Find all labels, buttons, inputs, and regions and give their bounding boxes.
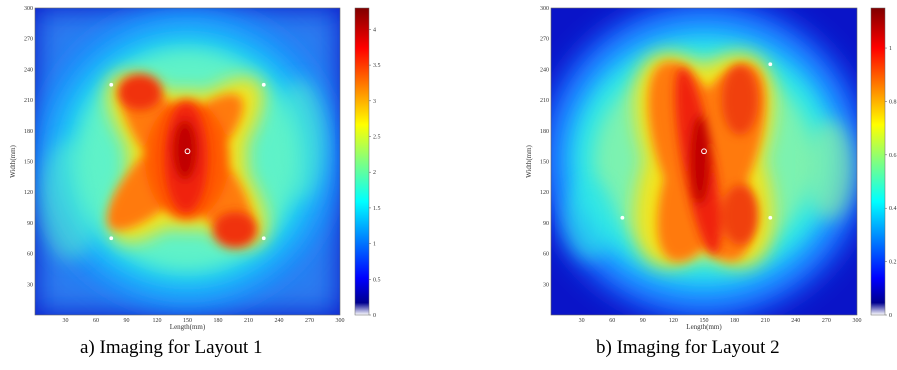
sensor-marker — [620, 215, 625, 220]
colorbar-tick-label: 3 — [373, 99, 376, 105]
x-tick-label: 60 — [93, 318, 99, 324]
sensor-marker — [109, 82, 114, 87]
colorbar-gradient — [354, 7, 370, 316]
colorbar-tick-label: 0 — [373, 313, 376, 319]
heatmap-panel-layout-1: 30 60 90 120 150 180 210 240 270 3003060901201501… — [9, 6, 381, 331]
plot-frame — [34, 7, 341, 316]
y-tick-label: 150 — [24, 160, 33, 166]
colorbar-tick-label: 0.2 — [889, 260, 897, 266]
caption-layout-1: a) Imaging for Layout 1 — [80, 337, 263, 358]
colorbar-tick-label: 2 — [373, 170, 376, 176]
y-tick-label: 90 — [543, 221, 549, 227]
x-tick-label: 60 — [609, 318, 615, 324]
caption-layout-2: b) Imaging for Layout 2 — [596, 337, 780, 358]
y-tick-label: 270 — [24, 37, 33, 43]
y-tick-label: 210 — [540, 98, 549, 104]
y-tick-label: 60 — [543, 252, 549, 258]
colorbar-tick-label: 4 — [373, 27, 376, 33]
x-tick-label: 210 — [761, 318, 770, 324]
colorbar-tick-label: 0.6 — [889, 153, 897, 159]
sensor-marker — [184, 148, 191, 155]
y-tick-label: 60 — [27, 252, 33, 258]
plot-frame — [550, 7, 858, 316]
axes-layout-2: 30 60 90 120 150 180 210 240 270 300 30 60 90 120 150 1… — [525, 6, 862, 331]
y-tick-label: 90 — [27, 221, 33, 227]
sensor-marker — [261, 236, 266, 241]
colorbar-tick-label: 0.8 — [889, 99, 897, 105]
sensor-marker — [109, 236, 114, 241]
y-axis-label: Width(mm) — [9, 144, 17, 177]
colorbar-tick-label: 0.4 — [889, 206, 897, 212]
x-tick-label: 210 — [244, 318, 253, 324]
sensor-markers-layout-2 — [620, 62, 773, 220]
y-axis-label: Width(mm) — [525, 144, 533, 177]
x-tick-label: 30 — [579, 318, 585, 324]
y-tick-label: 300 — [540, 6, 549, 12]
colorbar-tick-label: 0 — [889, 313, 892, 319]
axes-layout-1: 30 60 90 120 150 180 210 240 270 300 30 60 90 120 150 1… — [9, 6, 345, 331]
heatmap-panel-layout-2: 30 60 90 120 150 180 210 240 270 300 30 60 90 120 150 1… — [525, 6, 897, 331]
y-tick-label: 180 — [540, 129, 549, 135]
sensor-marker — [768, 62, 773, 67]
colorbar-layout-2: 0 0.2 0.4 0.6 0.8 1 — [870, 7, 897, 319]
x-tick-label: 240 — [791, 318, 800, 324]
x-tick-label: 150 — [700, 318, 709, 324]
y-tick-label: 270 — [540, 37, 549, 43]
colorbar-tick-label: 1.5 — [373, 206, 381, 212]
sensor-markers-layout-1 — [109, 82, 266, 241]
colorbar-layout-1: 0 0.5 1 1.5 2 2.5 3 3.5 4 — [354, 7, 381, 319]
x-tick-label: 90 — [640, 318, 646, 324]
y-tick-label: 30 — [543, 282, 549, 288]
x-tick-label: 240 — [275, 318, 284, 324]
sensor-marker — [701, 148, 707, 155]
x-tick-label: 180 — [214, 318, 223, 324]
heatmap-field-layout-1 — [35, 8, 340, 315]
y-tick-label: 180 — [24, 129, 33, 135]
x-tick-label: 180 — [730, 318, 739, 324]
x-axis-label: Length(mm) — [170, 323, 206, 331]
colorbar-gradient — [870, 7, 886, 316]
x-tick-label: 150 — [183, 318, 192, 324]
heatmap-field-layout-2 — [551, 8, 857, 315]
colorbar-tick-label: 3.5 — [373, 63, 381, 69]
x-tick-label: 300 — [853, 318, 862, 324]
y-tick-label: 300 — [24, 6, 33, 12]
y-tick-label: 150 — [540, 160, 549, 166]
y-tick-label: 30 — [27, 282, 33, 288]
y-tick-label: 120 — [24, 190, 33, 196]
x-tick-label: 300 — [336, 318, 345, 324]
x-tick-label: 120 — [669, 318, 678, 324]
x-tick-label: 120 — [153, 318, 162, 324]
y-tick-label: 120 — [540, 190, 549, 196]
y-tick-label: 210 — [24, 98, 33, 104]
colorbar-tick-label: 2.5 — [373, 135, 381, 141]
sensor-marker — [768, 215, 773, 220]
x-tick-label: 270 — [822, 318, 831, 324]
y-tick-label: 240 — [24, 67, 33, 73]
x-tick-label: 30 — [63, 318, 69, 324]
colorbar-tick-label: 1 — [373, 242, 376, 248]
y-tick-label: 240 — [540, 67, 549, 73]
colorbar-tick-label: 0.5 — [373, 277, 381, 283]
x-axis-label: Length(mm) — [686, 323, 722, 331]
colorbar-tick-label: 1 — [889, 46, 892, 52]
x-tick-label: 90 — [124, 318, 130, 324]
x-tick-label: 270 — [305, 318, 314, 324]
sensor-marker — [261, 82, 266, 87]
